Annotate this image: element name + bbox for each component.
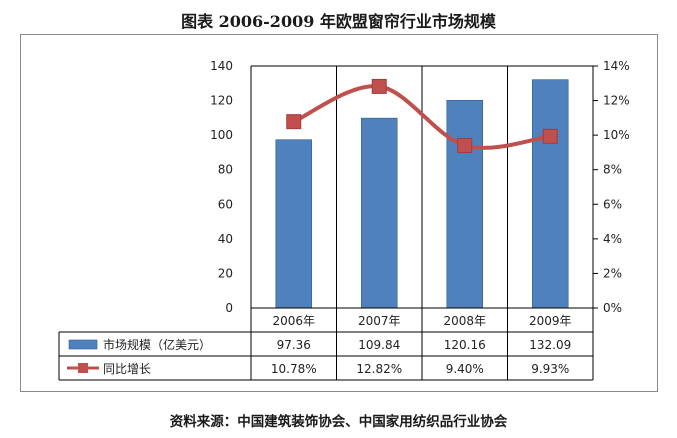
x-tick-label: 2007年 xyxy=(358,314,401,328)
data-label: 10.78% xyxy=(271,362,317,376)
line-marker xyxy=(457,138,473,154)
y-left-tick-label: 120 xyxy=(210,94,233,108)
data-label: 120.16 xyxy=(444,338,486,352)
x-tick-label: 2006年 xyxy=(272,314,315,328)
source-note: 资料来源：中国建筑装饰协会、中国家用纺织品行业协会 xyxy=(169,414,508,430)
bar xyxy=(446,99,484,309)
data-label: 97.36 xyxy=(277,338,311,352)
y-right-tick-label: 14% xyxy=(603,59,630,73)
data-label: 12.82% xyxy=(356,362,402,376)
line-marker xyxy=(286,114,302,130)
y-left-tick-label: 100 xyxy=(210,128,233,142)
y-right-tick-label: 8% xyxy=(603,163,622,177)
combo-chart: 0 20 40 60 80 100 120 140 0% 2% 4% 6% 8% 10% 12% 14% 200… xyxy=(58,59,630,381)
y-right-tick-label: 2% xyxy=(603,266,622,280)
y-right-tick-label: 10% xyxy=(603,128,630,142)
x-tick-label: 2008年 xyxy=(443,314,486,328)
data-label: 109.84 xyxy=(358,338,400,352)
data-label: 132.09 xyxy=(529,338,571,352)
y-right-tick-label: 6% xyxy=(603,197,622,211)
y-left-tick-label: 40 xyxy=(218,232,233,246)
y-right-tick-label: 12% xyxy=(603,94,630,108)
legend-label: 同比增长 xyxy=(103,362,151,376)
legend-key-bar xyxy=(68,339,98,350)
bar xyxy=(275,139,313,309)
line-marker xyxy=(542,128,558,144)
chart-title: 图表 2006-2009 年欧盟窗帘行业市场规模 xyxy=(181,12,496,31)
bar xyxy=(360,117,398,309)
legend-key-marker xyxy=(78,363,88,373)
y-right-tick-label: 4% xyxy=(603,232,622,246)
line-marker xyxy=(371,78,387,94)
y-left-tick-label: 20 xyxy=(218,266,233,280)
chart-area: 0 20 40 60 80 100 120 140 0% 2% 4% 6% 8% 10% 12% 14% 200… xyxy=(20,34,658,392)
y-left-tick-label: 80 xyxy=(218,163,233,177)
y-right-tick-label: 0% xyxy=(603,301,622,315)
series-line xyxy=(292,84,551,150)
bar xyxy=(531,79,569,309)
y-left-tick-label: 0 xyxy=(225,301,233,315)
y-left-tick-label: 140 xyxy=(210,59,233,73)
x-tick-label: 2009年 xyxy=(529,314,572,328)
data-label: 9.93% xyxy=(531,362,569,376)
y-left-tick-label: 60 xyxy=(218,197,233,211)
data-label: 9.40% xyxy=(446,362,484,376)
legend-label: 市场规模（亿美元） xyxy=(103,337,211,352)
